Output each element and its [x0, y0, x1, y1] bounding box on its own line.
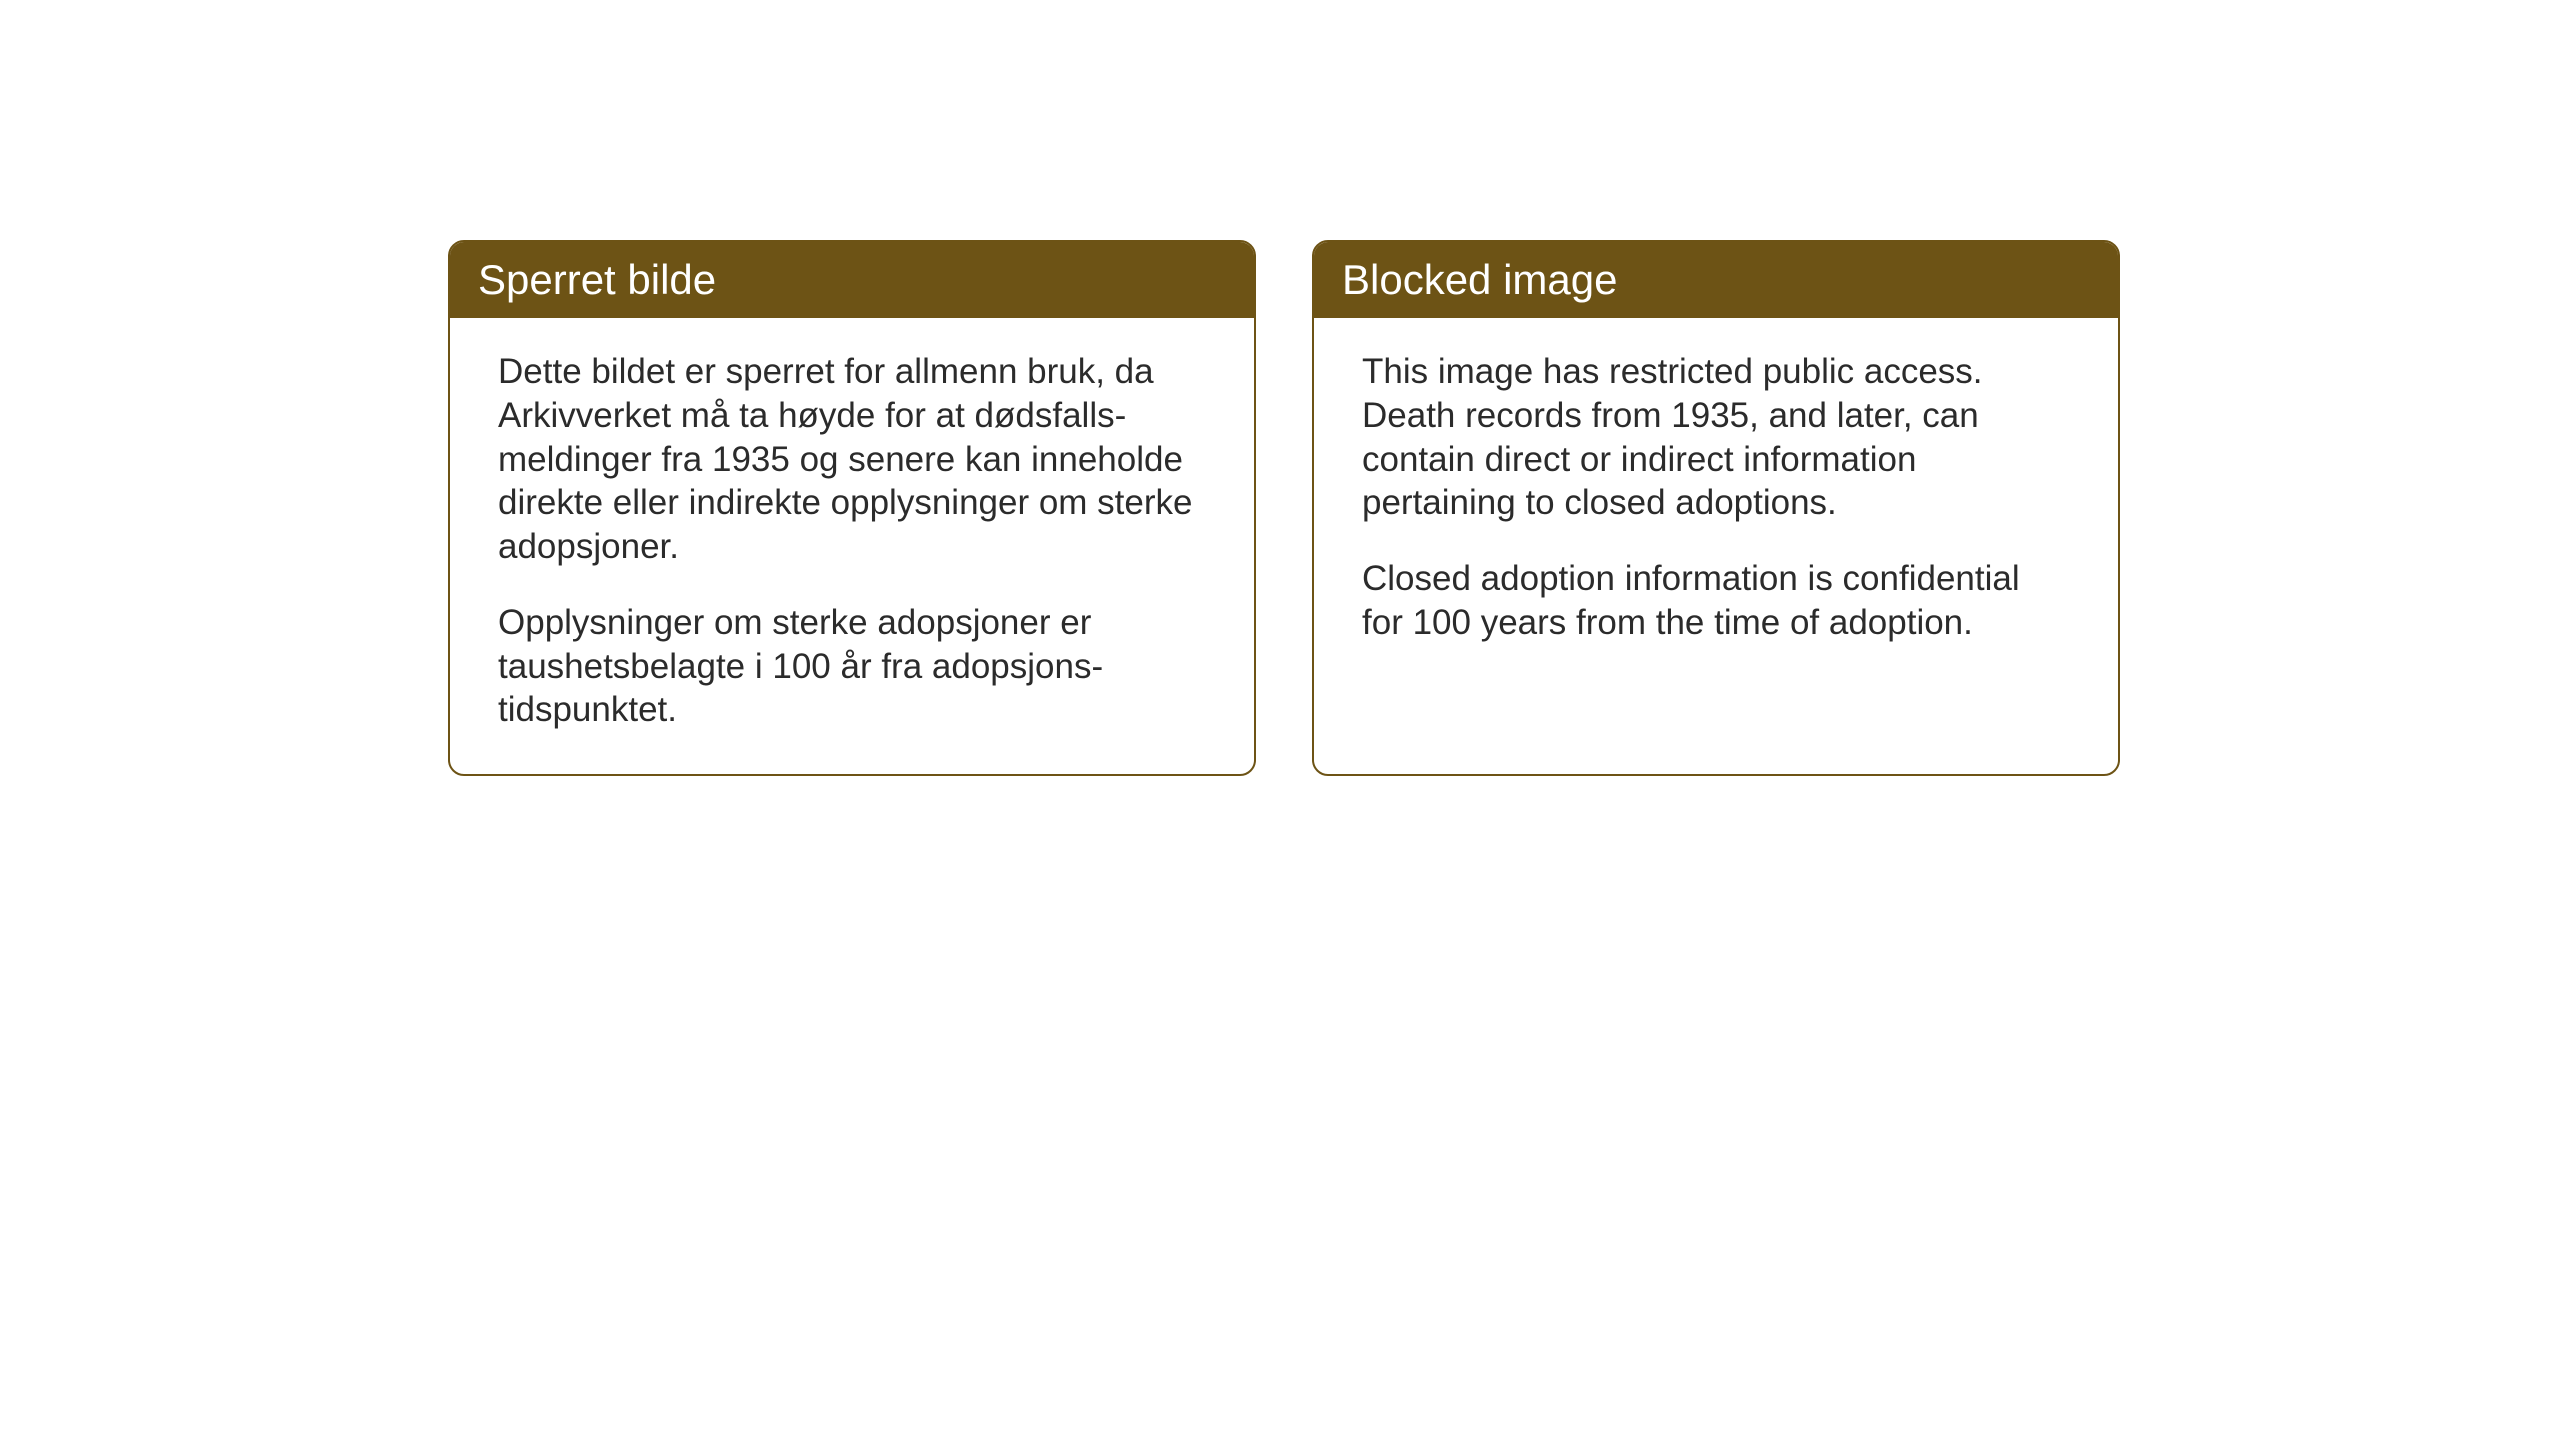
norwegian-notice-card: Sperret bilde Dette bildet er sperret fo… — [448, 240, 1256, 776]
english-paragraph-1: This image has restricted public access.… — [1362, 350, 2070, 525]
norwegian-paragraph-2: Opplysninger om sterke adopsjoner er tau… — [498, 601, 1206, 732]
norwegian-card-body: Dette bildet er sperret for allmenn bruk… — [450, 318, 1254, 774]
norwegian-card-title: Sperret bilde — [450, 242, 1254, 318]
notice-container: Sperret bilde Dette bildet er sperret fo… — [448, 240, 2120, 776]
english-card-title: Blocked image — [1314, 242, 2118, 318]
english-card-body: This image has restricted public access.… — [1314, 318, 2118, 687]
norwegian-paragraph-1: Dette bildet er sperret for allmenn bruk… — [498, 350, 1206, 569]
english-notice-card: Blocked image This image has restricted … — [1312, 240, 2120, 776]
english-paragraph-2: Closed adoption information is confident… — [1362, 557, 2070, 645]
